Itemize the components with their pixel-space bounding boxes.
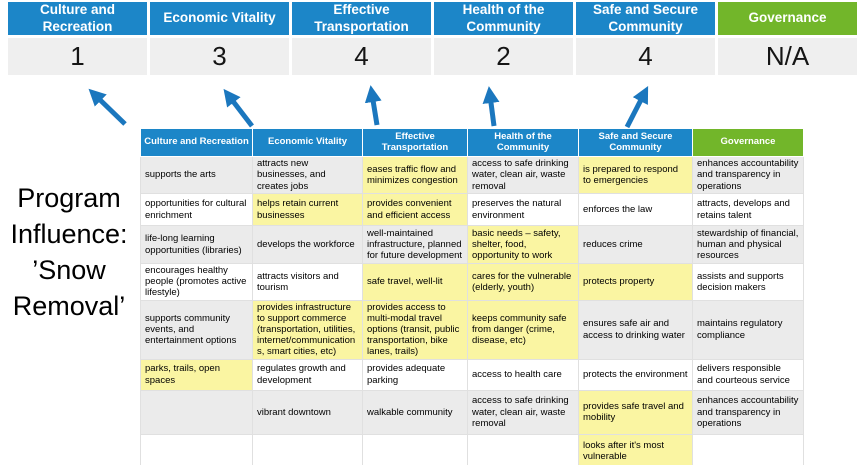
summary-header-health-of-the-community: Health of the Community xyxy=(434,2,573,35)
matrix-cell: safe travel, well-lit xyxy=(362,263,468,301)
matrix-cell: attracts visitors and tourism xyxy=(252,263,363,301)
matrix-cell xyxy=(140,433,253,465)
matrix-cell: access to safe drinking water, clean air… xyxy=(467,389,579,435)
matrix-row: looks after it's most vulnerable xyxy=(140,433,804,465)
matrix-header-economic-vitality: Economic Vitality xyxy=(252,128,363,157)
program-influence-line: Removal’ xyxy=(12,290,126,321)
matrix-cell: eases traffic flow and minimizes congest… xyxy=(362,156,468,194)
matrix-row: encourages healthy people (promotes acti… xyxy=(140,263,804,301)
summary-score-safe-and-secure-community: 4 xyxy=(576,38,715,75)
matrix-cell: stewardship of financial, human and phys… xyxy=(692,225,804,264)
matrix-header-culture-and-recreation: Culture and Recreation xyxy=(140,128,253,157)
summary-score-effective-transportation: 4 xyxy=(292,38,431,75)
summary-header-culture-and-recreation: Culture and Recreation xyxy=(8,2,147,35)
summary-score-governance: N/A xyxy=(718,38,857,75)
matrix-cell xyxy=(252,433,363,465)
matrix-cell: protects property xyxy=(578,263,693,301)
program-influence-line: ’Snow xyxy=(32,254,106,285)
matrix-cell xyxy=(467,433,579,465)
matrix-cell: access to health care xyxy=(467,358,579,391)
matrix-cell: provides safe travel and mobility xyxy=(578,389,693,435)
matrix-cell xyxy=(362,433,468,465)
matrix-row: life-long learning opportunities (librar… xyxy=(140,225,804,264)
up-arrow-icon xyxy=(88,88,127,126)
score-arrows xyxy=(88,85,649,129)
up-arrow-icon xyxy=(624,85,649,129)
matrix-header-row: Culture and Recreation Economic Vitality… xyxy=(140,128,804,157)
matrix-row: supports the arts attracts new businesses… xyxy=(140,156,804,194)
summary-score-health-of-the-community: 2 xyxy=(434,38,573,75)
matrix-row: supports community events, and entertain… xyxy=(140,299,804,360)
matrix-row: opportunities for cultural enrichment hel… xyxy=(140,193,804,226)
influence-matrix: Culture and Recreation Economic Vitality… xyxy=(140,128,804,465)
priority-summary: Culture and Recreation Economic Vitality… xyxy=(8,2,857,75)
program-influence-line: Program xyxy=(17,183,121,213)
matrix-cell: provides infrastructure to support comme… xyxy=(252,299,363,360)
matrix-cell: supports community events, and entertain… xyxy=(140,299,253,360)
matrix-cell: develops the workforce xyxy=(252,225,363,264)
summary-score-culture-and-recreation: 1 xyxy=(8,38,147,75)
program-influence-label: Program Influence: ’Snow Removal’ xyxy=(0,181,138,325)
matrix-cell: opportunities for cultural enrichment xyxy=(140,193,253,226)
matrix-cell: attracts new businesses, and creates job… xyxy=(252,156,363,194)
matrix-cell: regulates growth and development xyxy=(252,358,363,391)
matrix-cell: looks after it's most vulnerable xyxy=(578,433,693,465)
matrix-cell: life-long learning opportunities (librar… xyxy=(140,225,253,264)
matrix-cell: encourages healthy people (promotes acti… xyxy=(140,263,253,301)
matrix-cell: vibrant downtown xyxy=(252,389,363,435)
summary-header-governance: Governance xyxy=(718,2,857,35)
matrix-cell: provides adequate parking xyxy=(362,358,468,391)
matrix-header-effective-transportation: Effective Transportation xyxy=(362,128,468,157)
matrix-cell: assists and supports decision makers xyxy=(692,263,804,301)
matrix-cell: ensures safe air and access to drinking … xyxy=(578,299,693,360)
matrix-cell: is prepared to respond to emergencies xyxy=(578,156,693,194)
matrix-cell: enhances accountability and transparency… xyxy=(692,156,804,194)
summary-header-economic-vitality: Economic Vitality xyxy=(150,2,289,35)
summary-header-safe-and-secure-community: Safe and Secure Community xyxy=(576,2,715,35)
matrix-cell xyxy=(692,433,804,465)
matrix-cell: parks, trails, open spaces xyxy=(140,358,253,391)
matrix-cell: well-maintained infrastructure, planned … xyxy=(362,225,468,264)
up-arrow-icon xyxy=(223,88,254,128)
matrix-cell: enhances accountability and transparency… xyxy=(692,389,804,435)
matrix-header-governance: Governance xyxy=(692,128,804,157)
matrix-cell xyxy=(140,389,253,435)
up-arrow-icon xyxy=(482,86,500,127)
matrix-cell: delivers responsible and courteous servi… xyxy=(692,358,804,391)
matrix-cell: keeps community safe from danger (crime,… xyxy=(467,299,579,360)
matrix-cell: basic needs – safety, shelter, food, opp… xyxy=(467,225,579,264)
summary-score-economic-vitality: 3 xyxy=(150,38,289,75)
matrix-cell: provides convenient and efficient access xyxy=(362,193,468,226)
matrix-cell: access to safe drinking water, clean air… xyxy=(467,156,579,194)
matrix-cell: helps retain current businesses xyxy=(252,193,363,226)
matrix-cell: cares for the vulnerable (elderly, youth… xyxy=(467,263,579,301)
matrix-cell: walkable community xyxy=(362,389,468,435)
matrix-cell: attracts, develops and retains talent xyxy=(692,193,804,226)
summary-header-effective-transportation: Effective Transportation xyxy=(292,2,431,35)
program-influence-line: Influence: xyxy=(10,218,128,249)
matrix-row: vibrant downtown walkable community access… xyxy=(140,389,804,435)
matrix-cell: preserves the natural environment xyxy=(467,193,579,226)
matrix-body: supports the arts attracts new businesses… xyxy=(140,156,804,465)
matrix-cell: provides access to multi-modal travel op… xyxy=(362,299,468,360)
matrix-cell: protects the environment xyxy=(578,358,693,391)
matrix-cell: maintains regulatory compliance xyxy=(692,299,804,360)
matrix-header-safe-and-secure-community: Safe and Secure Community xyxy=(578,128,693,157)
matrix-cell: supports the arts xyxy=(140,156,253,194)
up-arrow-icon xyxy=(364,85,382,126)
matrix-cell: enforces the law xyxy=(578,193,693,226)
matrix-cell: reduces crime xyxy=(578,225,693,264)
matrix-row: parks, trails, open spaces regulates grow… xyxy=(140,358,804,391)
matrix-header-health-of-the-community: Health of the Community xyxy=(467,128,579,157)
